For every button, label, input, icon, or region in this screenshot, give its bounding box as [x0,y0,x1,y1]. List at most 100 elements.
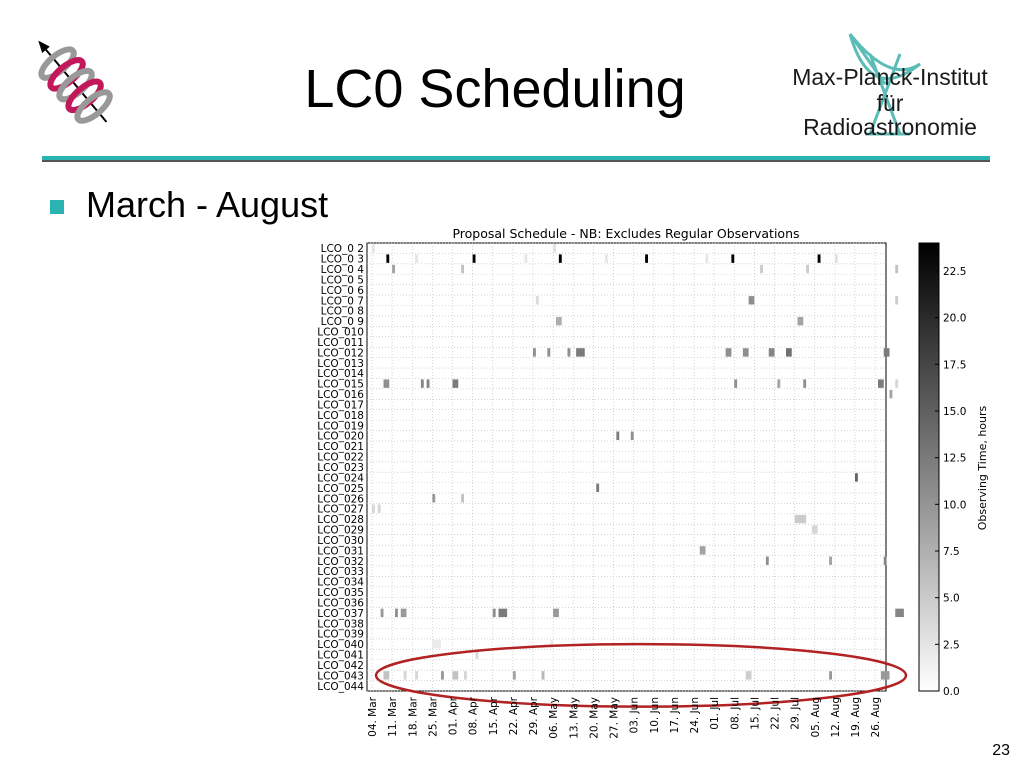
highlight-ellipse [374,642,908,708]
schedule-cell [834,254,838,263]
y-tick-label: LCO_013 [317,358,364,370]
schedule-cell [742,348,749,357]
schedule-cell [760,264,763,274]
schedule-cell [475,650,479,659]
y-tick-label: LCO_0 2 [321,243,364,255]
x-tick-label: 05. Aug [810,697,822,738]
schedule-cell [386,254,390,263]
schedule-cell [616,431,620,440]
y-tick-label: LCO_0 3 [321,254,364,266]
schedule-cell [748,296,755,305]
schedule-cell [817,254,821,263]
y-tick-label: LCO_039 [317,629,364,641]
bullet-marker [50,200,64,214]
x-tick-label: 04. Mar [367,696,379,737]
colorbar-tick-label: 20.0 [943,313,966,325]
schedule-cell [452,671,459,680]
schedule-cell [895,296,899,305]
schedule-cell [705,254,709,263]
colorbar-tick-label: 12.5 [943,453,966,465]
institute-name-line1: Max-Planck-Institut [792,64,988,90]
colorbar-tick-label: 17.5 [943,359,966,371]
page-number: 23 [992,742,1010,759]
schedule-cell [895,264,899,274]
colorbar-label: Observing Time, hours [976,405,989,530]
y-tick-label: LCO_041 [317,650,364,662]
colorbar-tick-label: 7.5 [943,546,960,558]
x-tick-label: 22. Apr [508,696,520,735]
colorbar-tick-label: 5.0 [943,593,960,605]
y-tick-label: LCO_023 [317,462,364,474]
institute-name-line3: Radioastronomie [803,114,977,140]
x-tick-label: 18. Mar [407,696,419,737]
schedule-cell [547,348,551,357]
schedule-cell [392,264,395,274]
y-tick-label: LCO_043 [317,670,364,682]
schedule-cell [464,671,467,680]
y-tick-label: LCO_012 [317,347,364,359]
y-tick-label: LCO_031 [317,545,364,557]
schedule-cell [383,671,390,680]
x-tick-label: 27. May [609,697,621,739]
y-tick-label: LCO_033 [317,566,364,578]
colorbar-tick-label: 0.0 [943,686,960,698]
schedule-cell [811,525,818,534]
schedule-cell [472,254,476,263]
schedule-cell [630,431,634,440]
schedule-cell [415,671,418,680]
schedule-cell [883,348,890,357]
y-tick-label: LCO_037 [317,608,364,620]
y-tick-label: LCO_0 6 [321,285,365,297]
schedule-cell [803,379,807,388]
schedule-cell [556,316,562,326]
schedule-cell [426,379,430,388]
schedule-cell [777,379,781,388]
y-tick-label: LCO_0 5 [321,274,364,286]
antenna-icon [848,33,921,136]
y-tick-label: LCO_020 [317,431,364,443]
x-tick-label: 29. Jul [790,697,802,730]
schedule-cell [880,671,890,680]
schedule-cell [383,379,390,388]
schedule-cell [400,608,407,618]
y-tick-label: LCO_019 [317,420,364,432]
schedule-cell [492,608,496,618]
schedule-cell [377,504,381,513]
y-tick-label: LCO_034 [317,577,364,589]
schedule-cell [731,254,735,263]
schedule-cell [372,244,375,253]
schedule-cell [550,639,554,649]
colorbar-tick-label: 2.5 [943,639,960,651]
schedule-cell [452,379,459,388]
schedule-cell [745,671,752,680]
schedule-cell [432,639,441,649]
schedule-cell [461,264,464,274]
schedule-cell [567,348,571,357]
schedule-cell [420,379,424,388]
schedule-cell [895,379,899,388]
x-tick-label: 08. Apr [468,696,480,735]
x-tick-label: 24. Jun [689,697,701,733]
schedule-cell [829,671,832,680]
schedule-cell [403,671,407,680]
y-tick-label: LCO_036 [317,597,364,609]
y-tick-label: LCO_0 9 [321,316,364,328]
plot-area [366,242,887,692]
x-tick-label: 08. Jul [729,697,741,730]
colorbar [918,242,940,692]
y-tick-label: LCO_032 [317,556,364,568]
schedule-cell [883,556,887,565]
schedule-cell [734,379,738,388]
y-tick-label: LCO_016 [317,389,364,401]
schedule-cell [558,254,562,263]
institute-name-line2: für [876,90,904,116]
x-tick-label: 15. Jul [749,697,761,730]
schedule-cell [533,348,536,357]
y-tick-label: LCO_022 [317,452,364,464]
y-tick-label: LCO_017 [317,399,364,411]
slide-title: LC0 Scheduling [304,59,686,119]
y-tick-label: LCO_014 [317,368,364,380]
y-tick-label: LCO_018 [317,410,364,422]
y-tick-label: LCO_028 [317,514,364,526]
schedule-cell [461,494,464,503]
